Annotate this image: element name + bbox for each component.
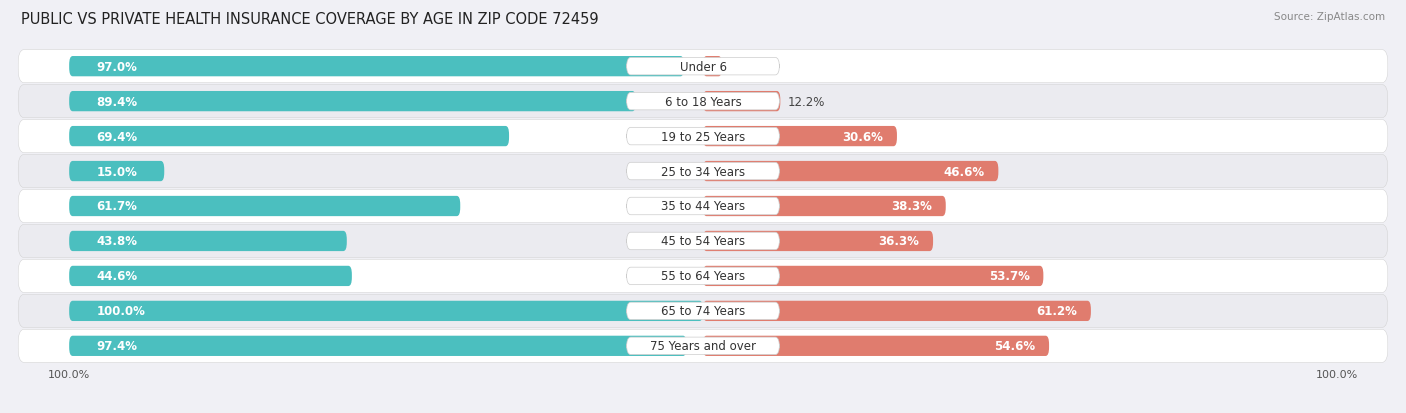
FancyBboxPatch shape: [18, 120, 1388, 153]
Text: 97.0%: 97.0%: [97, 61, 138, 74]
Text: 65 to 74 Years: 65 to 74 Years: [661, 305, 745, 318]
FancyBboxPatch shape: [627, 163, 779, 180]
FancyBboxPatch shape: [69, 57, 683, 77]
Text: 55 to 64 Years: 55 to 64 Years: [661, 270, 745, 283]
Text: 69.4%: 69.4%: [97, 130, 138, 143]
Text: 12.2%: 12.2%: [787, 95, 824, 108]
Text: 38.3%: 38.3%: [891, 200, 932, 213]
FancyBboxPatch shape: [703, 92, 780, 112]
FancyBboxPatch shape: [627, 93, 779, 111]
FancyBboxPatch shape: [703, 336, 1049, 356]
Text: Source: ZipAtlas.com: Source: ZipAtlas.com: [1274, 12, 1385, 22]
FancyBboxPatch shape: [18, 330, 1388, 362]
FancyBboxPatch shape: [703, 197, 946, 216]
Text: PUBLIC VS PRIVATE HEALTH INSURANCE COVERAGE BY AGE IN ZIP CODE 72459: PUBLIC VS PRIVATE HEALTH INSURANCE COVER…: [21, 12, 599, 27]
Text: 36.3%: 36.3%: [879, 235, 920, 248]
FancyBboxPatch shape: [69, 92, 636, 112]
Text: 100.0%: 100.0%: [97, 305, 146, 318]
FancyBboxPatch shape: [18, 260, 1388, 293]
FancyBboxPatch shape: [69, 197, 460, 216]
Text: 25 to 34 Years: 25 to 34 Years: [661, 165, 745, 178]
FancyBboxPatch shape: [69, 231, 347, 252]
FancyBboxPatch shape: [627, 58, 779, 76]
FancyBboxPatch shape: [627, 337, 779, 355]
FancyBboxPatch shape: [703, 266, 1043, 286]
FancyBboxPatch shape: [18, 225, 1388, 258]
FancyBboxPatch shape: [69, 161, 165, 182]
FancyBboxPatch shape: [69, 336, 686, 356]
Text: 45 to 54 Years: 45 to 54 Years: [661, 235, 745, 248]
FancyBboxPatch shape: [18, 155, 1388, 188]
FancyBboxPatch shape: [69, 127, 509, 147]
Text: 35 to 44 Years: 35 to 44 Years: [661, 200, 745, 213]
Text: 75 Years and over: 75 Years and over: [650, 339, 756, 352]
Text: 61.7%: 61.7%: [97, 200, 138, 213]
FancyBboxPatch shape: [703, 57, 723, 77]
Text: 30.6%: 30.6%: [842, 130, 883, 143]
FancyBboxPatch shape: [627, 233, 779, 250]
FancyBboxPatch shape: [69, 301, 703, 321]
Text: 19 to 25 Years: 19 to 25 Years: [661, 130, 745, 143]
FancyBboxPatch shape: [627, 128, 779, 145]
Text: 54.6%: 54.6%: [994, 339, 1035, 352]
FancyBboxPatch shape: [18, 85, 1388, 118]
Text: 89.4%: 89.4%: [97, 95, 138, 108]
Text: 43.8%: 43.8%: [97, 235, 138, 248]
FancyBboxPatch shape: [18, 190, 1388, 223]
FancyBboxPatch shape: [703, 161, 998, 182]
FancyBboxPatch shape: [703, 301, 1091, 321]
FancyBboxPatch shape: [627, 198, 779, 215]
FancyBboxPatch shape: [703, 231, 934, 252]
Text: 3.0%: 3.0%: [728, 61, 758, 74]
Text: 46.6%: 46.6%: [943, 165, 984, 178]
Text: 6 to 18 Years: 6 to 18 Years: [665, 95, 741, 108]
FancyBboxPatch shape: [627, 302, 779, 320]
Text: 61.2%: 61.2%: [1036, 305, 1077, 318]
Text: 97.4%: 97.4%: [97, 339, 138, 352]
FancyBboxPatch shape: [18, 295, 1388, 328]
FancyBboxPatch shape: [18, 51, 1388, 83]
FancyBboxPatch shape: [703, 127, 897, 147]
Text: Under 6: Under 6: [679, 61, 727, 74]
Text: 44.6%: 44.6%: [97, 270, 138, 283]
Text: 15.0%: 15.0%: [97, 165, 138, 178]
Text: 53.7%: 53.7%: [988, 270, 1029, 283]
FancyBboxPatch shape: [69, 266, 352, 286]
FancyBboxPatch shape: [627, 268, 779, 285]
